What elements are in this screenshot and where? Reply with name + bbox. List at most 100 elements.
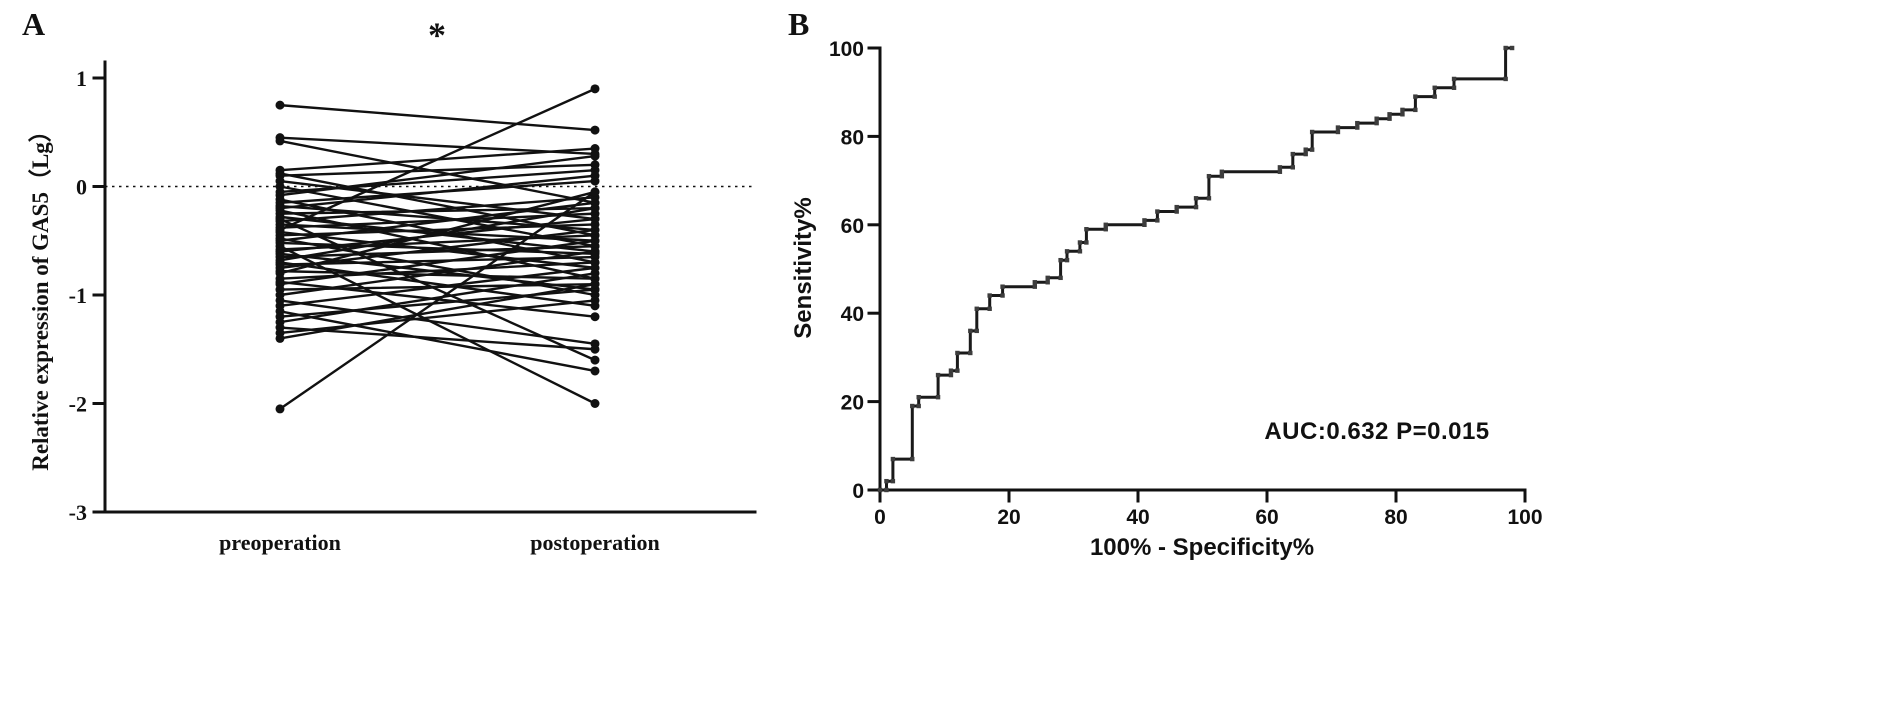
roc-marker <box>1451 76 1457 82</box>
roc-marker <box>884 487 889 493</box>
post-dot <box>590 236 600 246</box>
panel-b-x-tick-label: 80 <box>1384 506 1407 529</box>
roc-marker <box>1193 204 1199 210</box>
roc-marker <box>1355 120 1360 126</box>
roc-marker <box>1174 209 1179 214</box>
roc-marker <box>1103 227 1108 232</box>
roc-marker <box>1303 151 1308 157</box>
panel-b: B Sensitivity% 0 20 40 60 80 100 0 20 40 60 80 100 … <box>780 0 1890 706</box>
roc-marker <box>968 328 973 334</box>
pair-line <box>278 250 597 297</box>
post-dot <box>590 355 600 365</box>
panel-a-label: A <box>22 6 46 42</box>
panel-a-y-tick-label: 0 <box>76 175 87 200</box>
roc-marker <box>1064 249 1070 254</box>
post-dot <box>590 295 600 305</box>
pre-dot <box>275 136 285 146</box>
x-category-preoperation: preoperation <box>219 530 341 555</box>
x-category-postoperation: postoperation <box>530 530 660 555</box>
roc-marker <box>910 456 915 462</box>
roc-marker <box>1000 284 1005 289</box>
pair-line <box>278 154 597 197</box>
panel-b-x-tick-label: 20 <box>997 506 1020 529</box>
post-dot <box>590 268 600 278</box>
roc-marker <box>1374 116 1379 121</box>
panel-b-x-tick-label: 100 <box>1507 506 1542 529</box>
roc-marker <box>1432 94 1437 99</box>
roc-marker <box>1290 165 1295 170</box>
roc-marker <box>1277 165 1283 170</box>
panel-b-x-tick-label: 40 <box>1126 506 1149 529</box>
pair-line <box>278 299 597 346</box>
post-dot <box>590 187 600 197</box>
pair-line <box>278 261 597 308</box>
roc-marker <box>916 394 921 400</box>
pair-line <box>278 190 597 411</box>
post-dot <box>590 171 600 181</box>
roc-marker <box>1219 173 1225 179</box>
post-dot <box>590 214 600 224</box>
pair-line <box>278 163 597 177</box>
panel-b-y-tick-label: 80 <box>841 126 864 149</box>
roc-marker <box>1103 222 1108 227</box>
roc-marker <box>1155 218 1160 223</box>
roc-marker <box>1335 129 1341 135</box>
roc-marker <box>974 328 979 334</box>
panel-a: A * Relative expression of GAS5（Lg） 1 0 -1… <box>0 0 780 706</box>
roc-marker <box>1000 293 1005 298</box>
roc-marker <box>1084 240 1089 245</box>
panel-b-y-tick-label: 20 <box>841 392 864 415</box>
roc-marker <box>1193 196 1199 201</box>
roc-marker <box>1142 222 1147 227</box>
roc-marker <box>968 350 973 356</box>
roc-marker <box>1032 280 1037 285</box>
roc-marker <box>1290 151 1295 157</box>
roc-marker <box>890 478 896 484</box>
roc-marker <box>1309 129 1315 135</box>
roc-marker <box>1413 94 1418 99</box>
pair-line <box>278 326 597 351</box>
roc-marker <box>1303 147 1308 152</box>
pair-line <box>278 269 597 280</box>
roc-marker <box>948 368 954 373</box>
roc-marker <box>987 293 992 298</box>
roc-marker <box>910 403 915 409</box>
post-dot <box>590 247 600 257</box>
roc-marker <box>1309 147 1315 152</box>
roc-marker <box>1355 125 1360 130</box>
roc-marker <box>1509 45 1515 51</box>
post-dot <box>590 344 600 354</box>
roc-marker <box>955 350 960 356</box>
post-dot <box>590 125 600 135</box>
roc-marker <box>935 394 941 400</box>
roc-marker <box>877 487 883 493</box>
pair-line <box>278 282 597 340</box>
pair-line <box>278 272 597 324</box>
roc-marker <box>955 368 960 373</box>
roc-marker <box>1335 125 1341 130</box>
pair-line <box>278 206 597 262</box>
roc-marker <box>948 372 954 378</box>
pair-line <box>278 196 597 223</box>
pair-line <box>278 266 597 308</box>
panel-b-x-tick-label: 0 <box>874 506 886 529</box>
roc-marker <box>1374 120 1379 126</box>
panel-b-y-tick-label: 100 <box>829 38 864 61</box>
roc-marker <box>1077 240 1083 245</box>
roc-marker <box>935 372 941 378</box>
roc-marker <box>987 306 992 311</box>
roc-marker <box>1400 112 1405 117</box>
roc-marker <box>1277 169 1283 174</box>
post-dot <box>590 84 600 94</box>
panel-a-y-tick-label: 1 <box>76 66 87 91</box>
roc-marker <box>1206 173 1212 179</box>
panel-b-x-axis-title: 100% - Specificity% <box>1089 534 1315 561</box>
pair-line <box>278 310 597 373</box>
post-dot <box>590 366 600 376</box>
roc-marker <box>974 306 979 311</box>
pair-line <box>278 87 597 232</box>
post-dot <box>590 144 600 154</box>
pair-line <box>278 139 597 204</box>
pair-line <box>278 239 597 286</box>
pre-dot <box>275 100 285 110</box>
